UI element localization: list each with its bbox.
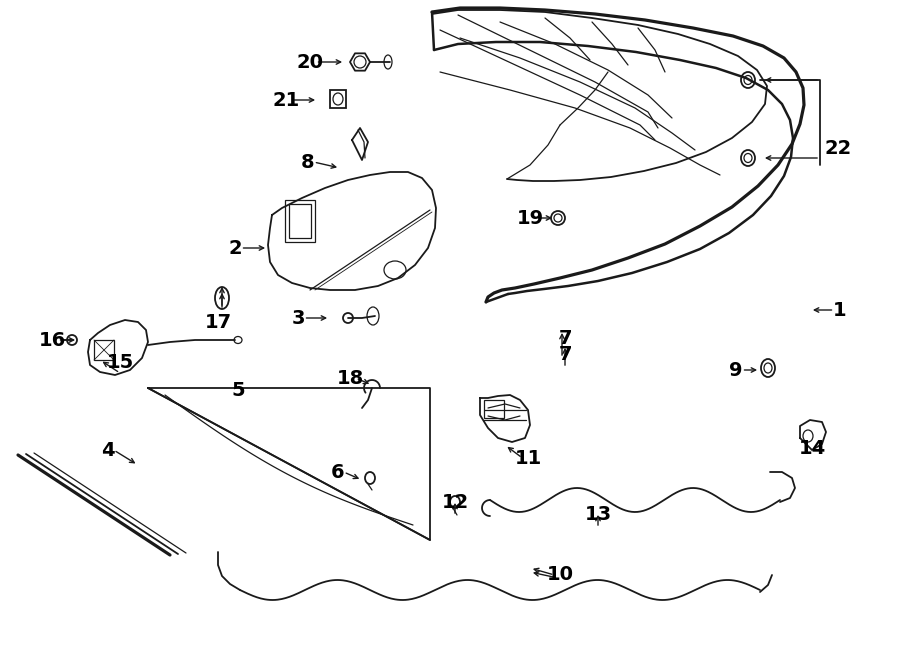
Bar [484, 400, 504, 418]
Text: 10: 10 [546, 566, 573, 584]
Text: 5: 5 [231, 381, 245, 399]
Text: 2: 2 [229, 239, 242, 258]
Text: 7: 7 [558, 346, 572, 364]
Text: 19: 19 [517, 208, 544, 227]
Bar [330, 90, 346, 108]
Text: 20: 20 [296, 52, 323, 71]
Text: 12: 12 [441, 494, 469, 512]
Text: 11: 11 [515, 449, 542, 467]
Text: 4: 4 [101, 440, 115, 459]
Text: 14: 14 [798, 438, 825, 457]
Text: 6: 6 [331, 463, 345, 481]
Text: 3: 3 [292, 309, 305, 327]
Text: 15: 15 [106, 352, 133, 371]
Bar [289, 204, 311, 238]
Text: 1: 1 [833, 301, 847, 319]
Text: 8: 8 [302, 153, 315, 171]
Text: 17: 17 [204, 313, 231, 332]
Bar [285, 200, 315, 242]
Text: 13: 13 [584, 506, 612, 524]
Bar [94, 340, 114, 360]
Text: 9: 9 [729, 360, 742, 379]
Text: 21: 21 [273, 91, 300, 110]
Text: 7: 7 [558, 329, 572, 348]
Text: 22: 22 [824, 139, 851, 157]
Text: 16: 16 [39, 330, 66, 350]
Text: 18: 18 [337, 368, 364, 387]
